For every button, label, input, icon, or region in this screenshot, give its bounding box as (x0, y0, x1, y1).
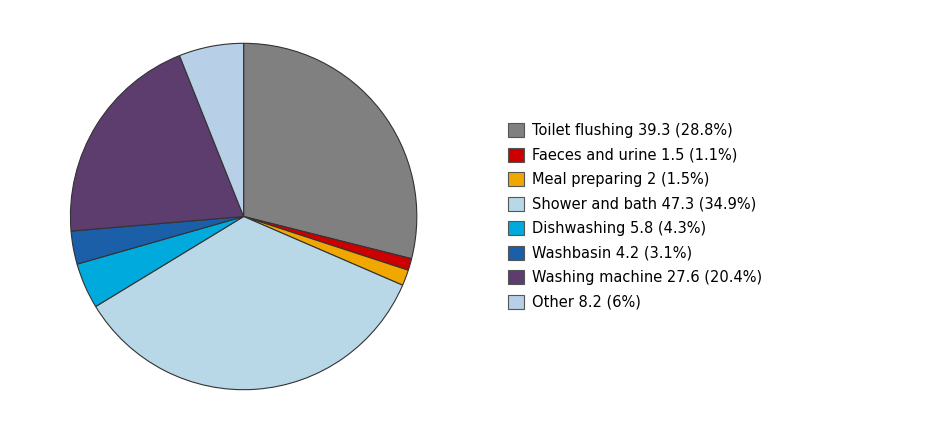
Wedge shape (95, 216, 402, 390)
Wedge shape (243, 43, 417, 259)
Wedge shape (77, 216, 243, 307)
Wedge shape (180, 43, 243, 217)
Wedge shape (70, 55, 243, 231)
Wedge shape (243, 216, 408, 285)
Wedge shape (71, 216, 243, 264)
Legend: Toilet flushing 39.3 (28.8%), Faeces and urine 1.5 (1.1%), Meal preparing 2 (1.5: Toilet flushing 39.3 (28.8%), Faeces and… (504, 119, 766, 314)
Wedge shape (243, 216, 411, 270)
